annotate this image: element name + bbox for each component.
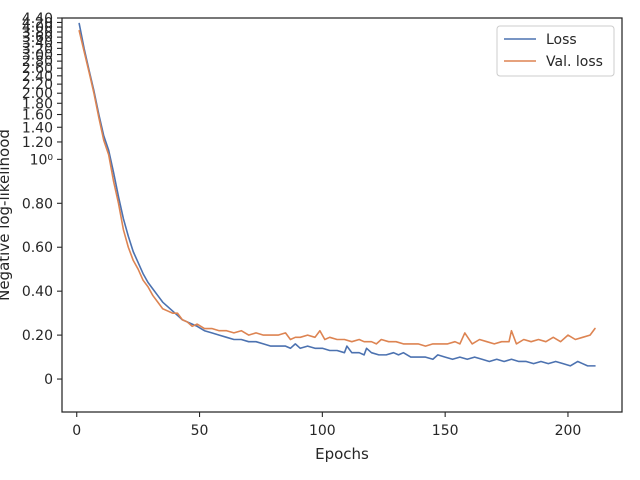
plot-frame — [61, 17, 623, 413]
y-tick-label: 1.80 — [22, 96, 53, 112]
y-tick-label: 0.80 — [22, 196, 53, 212]
series-line-val-loss — [78, 29, 596, 347]
y-tick-label: 3.40 — [22, 36, 53, 52]
legend: Loss Val. loss — [496, 25, 615, 77]
y-tick-label: 10⁰ — [30, 152, 54, 168]
y-tick-label: 3.60 — [22, 30, 53, 46]
x-axis-label: Epochs — [315, 445, 369, 463]
y-tick-label: 1.60 — [22, 108, 53, 124]
y-tick-label: 3.00 — [22, 48, 53, 64]
x-tick-label: 50 — [191, 423, 209, 439]
series-line-loss — [78, 22, 596, 367]
series-layer — [78, 22, 596, 367]
y-tick-label: 1.20 — [22, 135, 53, 151]
x-tick-label: 200 — [555, 423, 582, 439]
y-tick-label: 4.20 — [22, 15, 53, 31]
x-tick-label: 150 — [432, 423, 459, 439]
y-tick-label: 4.00 — [22, 20, 53, 36]
y-axis-label: Negative log-likelihood — [0, 129, 13, 301]
y-tick-label: 0.40 — [22, 284, 53, 300]
y-tick-label: 0.20 — [22, 328, 53, 344]
y-tick-label: 0.60 — [22, 240, 53, 256]
y-tick-label: 3.80 — [22, 25, 53, 41]
y-tick-label: 0 — [44, 372, 53, 388]
y-tick-label: 2.20 — [22, 77, 53, 93]
y-tick-label: 3.20 — [22, 41, 53, 57]
y-tick-label: 1.40 — [22, 120, 53, 136]
x-tick-label: 0 — [72, 423, 81, 439]
y-tick-label: 2.40 — [22, 69, 53, 85]
y-axis: 0 0.20 0.40 0.60 0.80 10⁰1.201.401.601.802.00… — [22, 11, 62, 388]
x-axis: 0 50 100 150 200 — [72, 412, 581, 439]
legend-label-val-loss: Val. loss — [546, 54, 603, 70]
y-tick-label: 2.00 — [22, 86, 53, 102]
y-tick-label: 2.60 — [22, 61, 53, 77]
y-tick-label: 4.40 — [22, 11, 53, 27]
x-tick-label: 100 — [309, 423, 336, 439]
legend-label-loss: Loss — [546, 32, 577, 48]
y-tick-label: 2.80 — [22, 54, 53, 70]
